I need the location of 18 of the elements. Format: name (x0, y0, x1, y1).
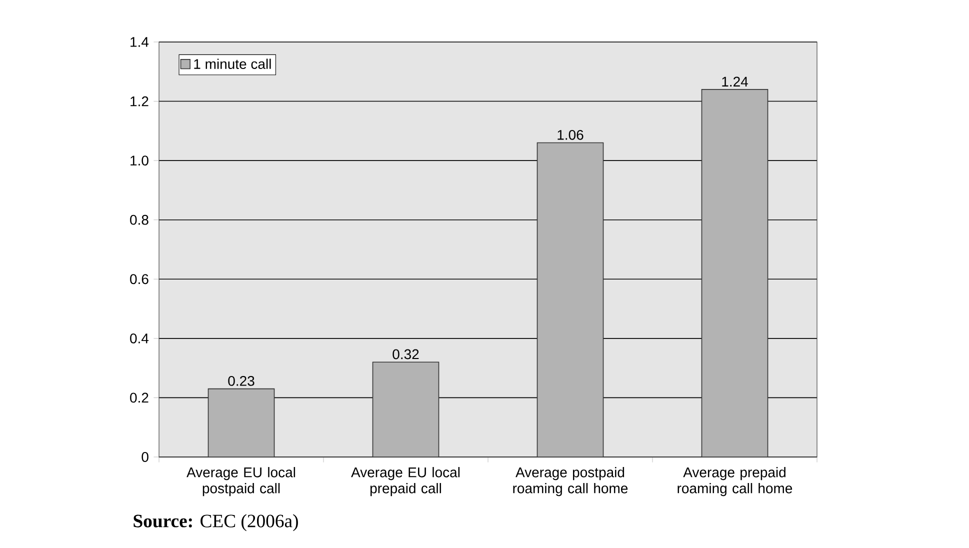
y-tick-label: 1.4 (130, 37, 149, 47)
y-tick-label: 0.2 (130, 392, 148, 403)
y-tick-label: 0.4 (130, 333, 149, 344)
x-tick-label: Average prepaid roaming call home (678, 467, 792, 496)
y-tick-label: 1.2 (130, 96, 148, 106)
x-tick-label: Average EU local postpaid call (186, 467, 296, 496)
data-label: 1.24 (722, 76, 748, 86)
legend-label: 1 minute call (194, 58, 271, 69)
y-tick-label: 1.0 (130, 156, 148, 166)
x-tick-label: Average EU local prepaid call (351, 467, 460, 496)
x-tick-label: Average postpaid roaming call home (513, 467, 628, 496)
y-tick-label: 0.8 (130, 214, 148, 225)
y-tick-label: 0.6 (130, 274, 148, 284)
data-label: 0.23 (228, 376, 254, 386)
data-label: 0.32 (392, 349, 419, 360)
data-label: 1.06 (558, 130, 584, 140)
y-tick-label: 0 (142, 452, 148, 462)
text: Source: CEC (2006a) (134, 514, 298, 532)
